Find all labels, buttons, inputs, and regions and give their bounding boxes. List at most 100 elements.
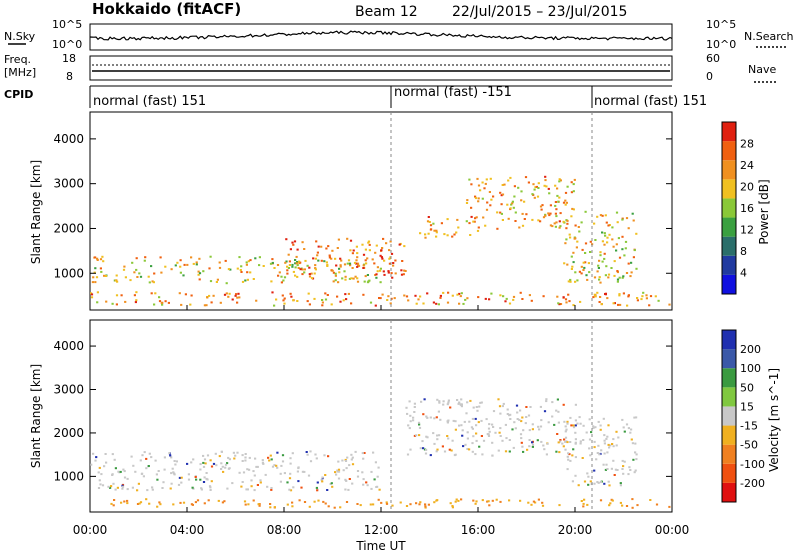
velocity-cell [627, 473, 630, 476]
power-cell [649, 295, 653, 298]
velocity-cell [291, 452, 294, 455]
velocity-cell [515, 404, 519, 407]
power-cell [205, 304, 208, 307]
velocity-cell [191, 486, 194, 489]
power-cell [210, 301, 213, 304]
power-cell [353, 261, 357, 264]
velocity-cell [607, 443, 610, 446]
power-cell [374, 304, 377, 307]
power-cell [343, 263, 347, 266]
power-cell [604, 274, 607, 277]
power-cell [289, 292, 292, 295]
velocity-cell [252, 470, 255, 473]
power-cell [245, 261, 248, 264]
velocity-cell [442, 403, 445, 406]
power-cell [612, 302, 615, 305]
cpid-label: CPID [4, 88, 33, 101]
velocity-cell [481, 453, 484, 456]
power-cell [379, 297, 382, 300]
velocity-cell [326, 489, 329, 491]
power-cell [227, 295, 230, 298]
power-cell [606, 297, 609, 300]
power-cell [323, 260, 326, 263]
power-cell [179, 259, 182, 262]
power-cell [316, 251, 319, 254]
velocity-cell [247, 503, 250, 506]
power-cell [419, 232, 422, 235]
power-colorbar-tick-label: 24 [740, 159, 754, 172]
power-cell [458, 292, 461, 295]
power-cell [572, 304, 575, 307]
velocity-cell [336, 469, 339, 472]
power-cell [275, 298, 278, 301]
velocity-cell [574, 441, 577, 444]
time-tick-label: 00:00 [655, 523, 690, 537]
power-cell [581, 248, 584, 251]
velocity-cell [269, 454, 272, 457]
velocity-cell [107, 485, 110, 488]
velocity-cell [300, 486, 303, 489]
time-tick-label: 12:00 [364, 523, 399, 537]
power-cell [388, 257, 391, 260]
power-cell [158, 296, 161, 299]
power-cell [496, 211, 499, 214]
velocity-cell [203, 458, 207, 461]
velocity-cell [419, 501, 422, 504]
velocity-cell [571, 454, 574, 457]
velocity-cell [345, 467, 348, 470]
power-cell [164, 300, 167, 303]
velocity-cell [321, 476, 324, 479]
velocity-cell [599, 428, 602, 431]
velocity-cell [630, 438, 633, 441]
power-cell [574, 280, 577, 283]
power-cell [373, 262, 376, 265]
power-cell [572, 183, 575, 186]
power-cell [558, 178, 561, 181]
power-cell [470, 183, 473, 186]
velocity-cell [350, 453, 353, 456]
power-cell [151, 280, 154, 283]
power-cell [356, 256, 359, 259]
velocity-cell [605, 437, 608, 440]
power-cell [501, 184, 504, 186]
power-cell [587, 262, 590, 265]
power-cell [295, 255, 298, 258]
power-cell [407, 299, 410, 302]
power-cell [514, 211, 517, 214]
velocity-cell [447, 399, 450, 402]
velocity-cell [524, 422, 527, 425]
velocity-cell [427, 503, 430, 506]
power-cell [613, 302, 616, 305]
power-cell [362, 253, 366, 256]
power-cell [379, 254, 382, 257]
velocity-cell [619, 501, 622, 504]
velocity-cell [522, 429, 525, 432]
power-cell [392, 264, 395, 267]
power-cell [635, 267, 638, 270]
power-cell [559, 303, 563, 305]
power-cell [417, 298, 420, 301]
velocity-cell [288, 477, 292, 480]
velocity-colorbar-swatch [722, 349, 736, 369]
power-cell [477, 200, 480, 203]
velocity-cell [525, 416, 528, 418]
power-cell [539, 205, 543, 208]
power-cell [499, 211, 502, 214]
velocity-cell [471, 442, 474, 445]
velocity-cell [586, 503, 589, 506]
velocity-cell [203, 476, 206, 479]
velocity-cell [101, 484, 105, 487]
velocity-cell [146, 489, 149, 492]
power-cell [296, 275, 299, 278]
power-cell [330, 303, 333, 306]
power-cell [477, 226, 480, 229]
power-cell [532, 183, 535, 186]
power-cell [355, 262, 358, 265]
power-cell [315, 240, 318, 243]
velocity-cell [385, 501, 388, 504]
velocity-cell [341, 459, 344, 462]
power-cell [287, 267, 290, 269]
velocity-cell [545, 453, 548, 456]
